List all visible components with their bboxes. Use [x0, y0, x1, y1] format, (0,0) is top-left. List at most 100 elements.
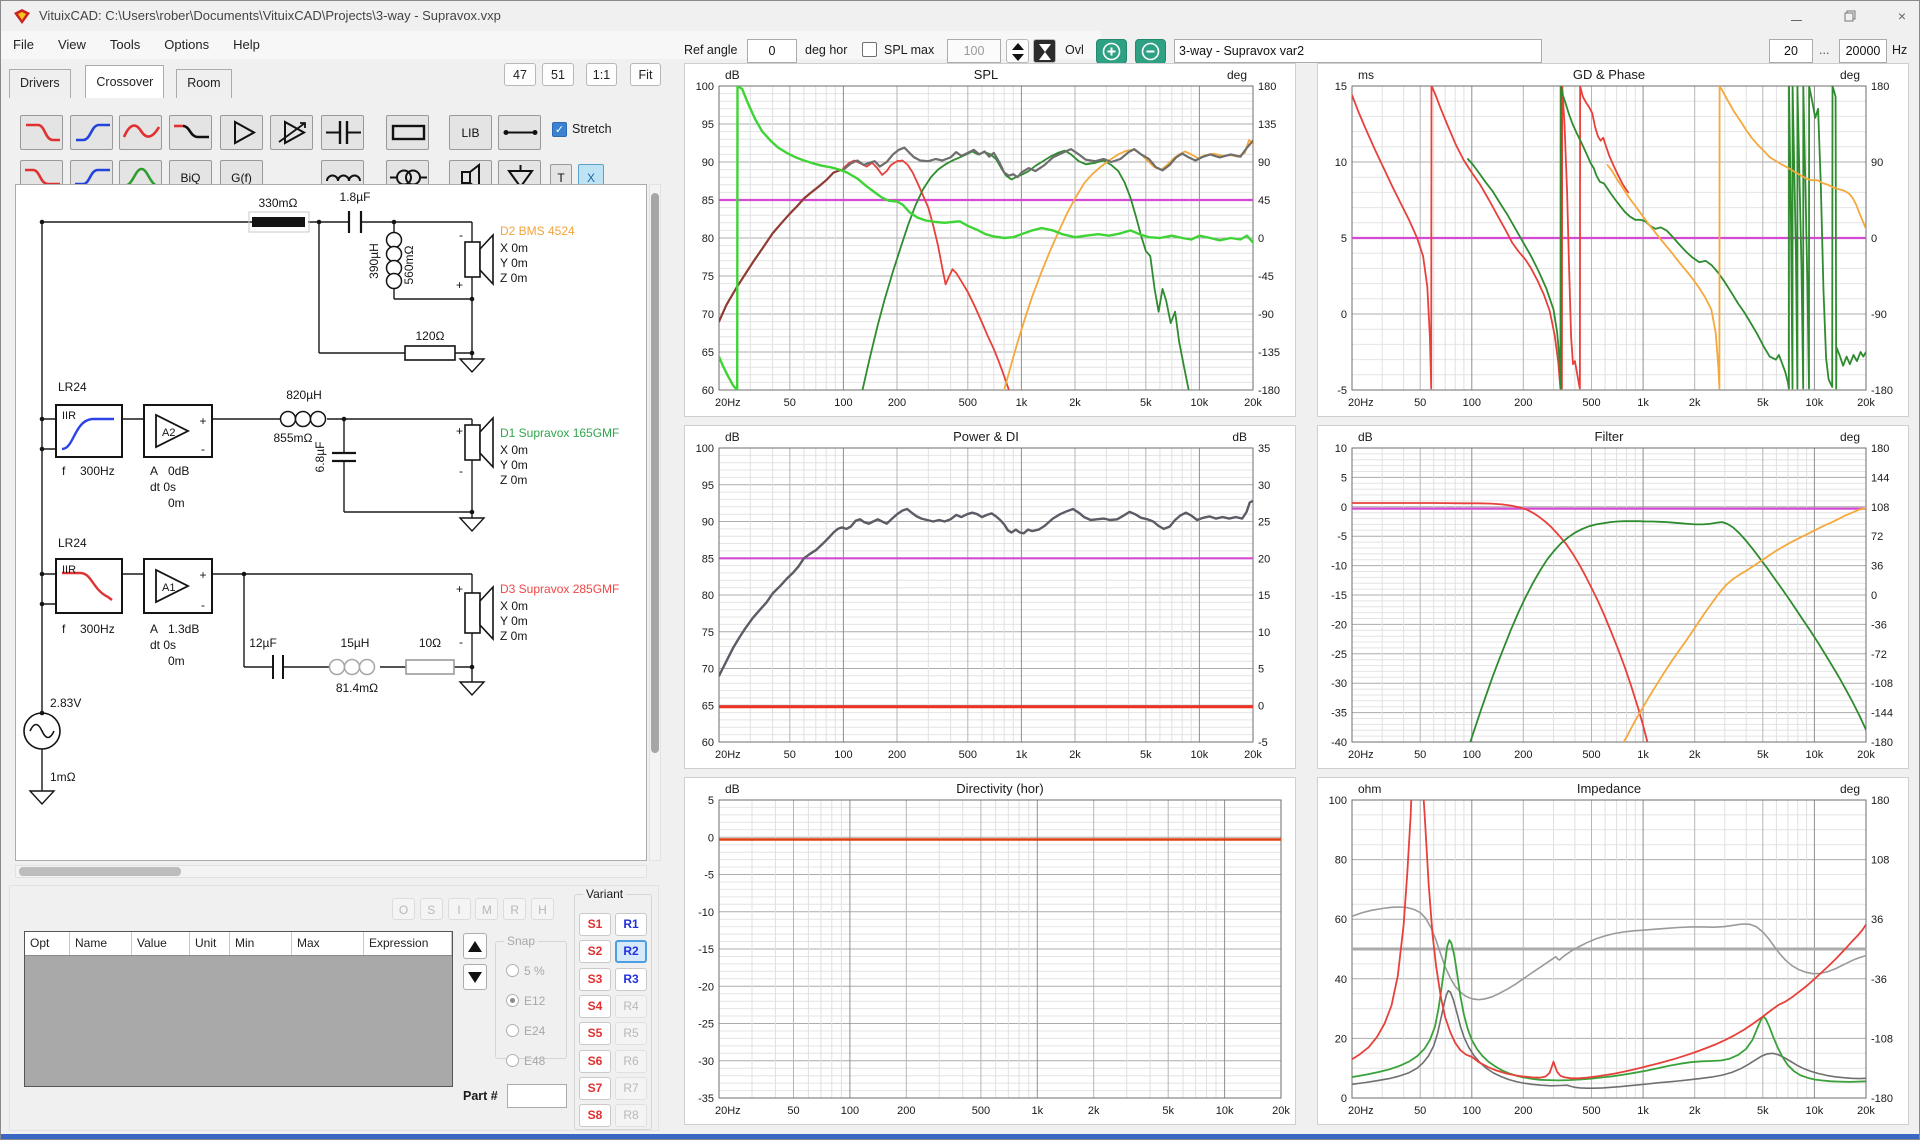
schematic-hscroll-thumb[interactable]: [19, 867, 181, 876]
resistor-120ohm[interactable]: [404, 345, 456, 361]
variant-button-s5[interactable]: S5: [579, 1022, 611, 1046]
driver-symbol-D2[interactable]: [464, 232, 494, 287]
svg-text:-36: -36: [1871, 619, 1887, 631]
variant-button-r3[interactable]: R3: [615, 967, 647, 991]
active-block-button[interactable]: [270, 115, 313, 150]
menu-tools[interactable]: Tools: [109, 37, 141, 52]
lowpass-filter-button[interactable]: [20, 115, 63, 150]
svg-text:180: 180: [1871, 443, 1889, 455]
tab-drivers[interactable]: Drivers: [9, 69, 71, 98]
bandpass-filter-button[interactable]: [119, 115, 162, 150]
optimizer-table[interactable]: Opt Name Value Unit Min Max Expression: [24, 931, 453, 1087]
snap-radio-e24[interactable]: E24: [506, 1024, 545, 1038]
variant-name-input[interactable]: [1174, 39, 1542, 63]
mini-button-o[interactable]: O: [392, 898, 415, 920]
driver-symbol-D3[interactable]: [464, 584, 494, 642]
variant-button-r1[interactable]: R1: [615, 913, 647, 936]
svg-text:80: 80: [702, 590, 714, 602]
variant-button-s2[interactable]: S2: [579, 940, 611, 964]
mini-button-m[interactable]: M: [475, 898, 499, 920]
svg-text:20Hz: 20Hz: [715, 1105, 741, 1117]
mini-button-s[interactable]: S: [419, 898, 443, 920]
capacitor-1.8uF[interactable]: [347, 211, 363, 233]
mini-button-r[interactable]: R: [503, 898, 527, 920]
overlay-remove-button[interactable]: [1135, 39, 1166, 64]
restore-button[interactable]: [1833, 5, 1867, 27]
variant-button-r5[interactable]: R5: [615, 1022, 647, 1046]
freq-min-input[interactable]: [1769, 39, 1813, 63]
schematic-canvas[interactable]: 330mΩ 1.8µF 390µH 560mΩ 120Ω - + D2 BMS …: [15, 184, 647, 861]
minimize-button[interactable]: [1779, 5, 1813, 27]
mini-button-i[interactable]: I: [447, 898, 471, 920]
close-button[interactable]: ×: [1897, 8, 1907, 24]
driver-symbol-D1[interactable]: [464, 415, 494, 470]
library-button[interactable]: LIB: [449, 115, 492, 150]
freq-max-input[interactable]: [1839, 39, 1887, 63]
svg-text:45: 45: [1258, 195, 1270, 207]
menu-help[interactable]: Help: [233, 37, 260, 52]
capacitor-button[interactable]: [321, 115, 364, 150]
capacitor-6.8uF[interactable]: [332, 451, 356, 463]
iir-block-woofer[interactable]: [55, 558, 123, 614]
fit-button[interactable]: Fit: [630, 63, 661, 86]
menu-view[interactable]: View: [57, 37, 86, 52]
plus-circle-icon: [1102, 42, 1121, 61]
variant-button-s4[interactable]: S4: [579, 994, 611, 1018]
inductor-820uH[interactable]: [279, 410, 327, 428]
variant-button-r6[interactable]: R6: [615, 1049, 647, 1073]
schematic-vscroll-thumb[interactable]: [651, 193, 659, 753]
snap-radio-5%[interactable]: 5 %: [506, 964, 545, 978]
svg-text:-40: -40: [1331, 737, 1347, 749]
resistor-button[interactable]: [386, 115, 429, 150]
label-source-impedance: 1mΩ: [50, 770, 76, 784]
svg-text:ms: ms: [1358, 68, 1374, 82]
inductor-15uH[interactable]: [328, 658, 376, 676]
part-number-input[interactable]: [507, 1084, 567, 1108]
zoom-1-1-button[interactable]: 1:1: [586, 63, 617, 86]
variant-button-r4[interactable]: R4: [615, 994, 647, 1018]
spl-max-input[interactable]: [947, 39, 1001, 63]
snap-radio-e48[interactable]: E48: [506, 1054, 545, 1068]
svg-text:0: 0: [1341, 309, 1347, 321]
zoom-47-button[interactable]: 47: [504, 63, 536, 86]
menu-file[interactable]: File: [13, 37, 34, 52]
svg-text:5: 5: [1341, 233, 1347, 245]
svg-text:-5: -5: [704, 870, 714, 882]
stretch-checkbox[interactable]: ✓: [552, 122, 567, 137]
resistor-330mohm[interactable]: [248, 211, 310, 233]
svg-text:85: 85: [702, 195, 714, 207]
highpass-filter-button[interactable]: [70, 115, 113, 150]
variant-button-s1[interactable]: S1: [579, 913, 611, 936]
capacitor-12uF[interactable]: [272, 655, 284, 679]
variant-button-r7[interactable]: R7: [615, 1076, 647, 1100]
autoscale-button[interactable]: [1033, 39, 1056, 63]
tab-room[interactable]: Room: [176, 69, 232, 98]
move-down-button[interactable]: [463, 964, 487, 990]
ref-angle-input[interactable]: [747, 39, 797, 63]
resistor-10ohm[interactable]: [405, 659, 455, 675]
variant-button-s7[interactable]: S7: [579, 1076, 611, 1100]
gain-block-button[interactable]: [220, 115, 263, 150]
mini-button-h[interactable]: H: [531, 898, 554, 920]
svg-text:1k: 1k: [1016, 749, 1028, 761]
variant-button-s8[interactable]: S8: [579, 1104, 611, 1128]
spin-updown-button[interactable]: [1006, 39, 1029, 63]
sine-icon: [29, 723, 55, 739]
shelf-filter-button[interactable]: [169, 115, 212, 150]
overlay-add-button[interactable]: [1096, 39, 1127, 64]
variant-button-r8[interactable]: R8: [615, 1104, 647, 1128]
snap-radio-e12[interactable]: E12: [506, 994, 545, 1008]
wire-button[interactable]: [498, 115, 541, 150]
svg-text:10k: 10k: [1191, 397, 1209, 409]
move-up-button[interactable]: [463, 933, 487, 959]
tab-crossover[interactable]: Crossover: [85, 65, 165, 98]
variant-button-s6[interactable]: S6: [579, 1049, 611, 1073]
inductor-390uH[interactable]: [385, 231, 403, 290]
variant-button-s3[interactable]: S3: [579, 967, 611, 991]
menu-options[interactable]: Options: [164, 37, 210, 52]
chart-impedance: Impedance ohm deg 100 80 60 40 20 0 180 108 36 -36 -1…: [1317, 777, 1909, 1125]
variant-button-r2[interactable]: R2: [615, 940, 647, 964]
spl-max-checkbox[interactable]: [862, 42, 877, 57]
zoom-51-button[interactable]: 51: [542, 63, 574, 86]
label-a2: A2: [162, 427, 175, 439]
